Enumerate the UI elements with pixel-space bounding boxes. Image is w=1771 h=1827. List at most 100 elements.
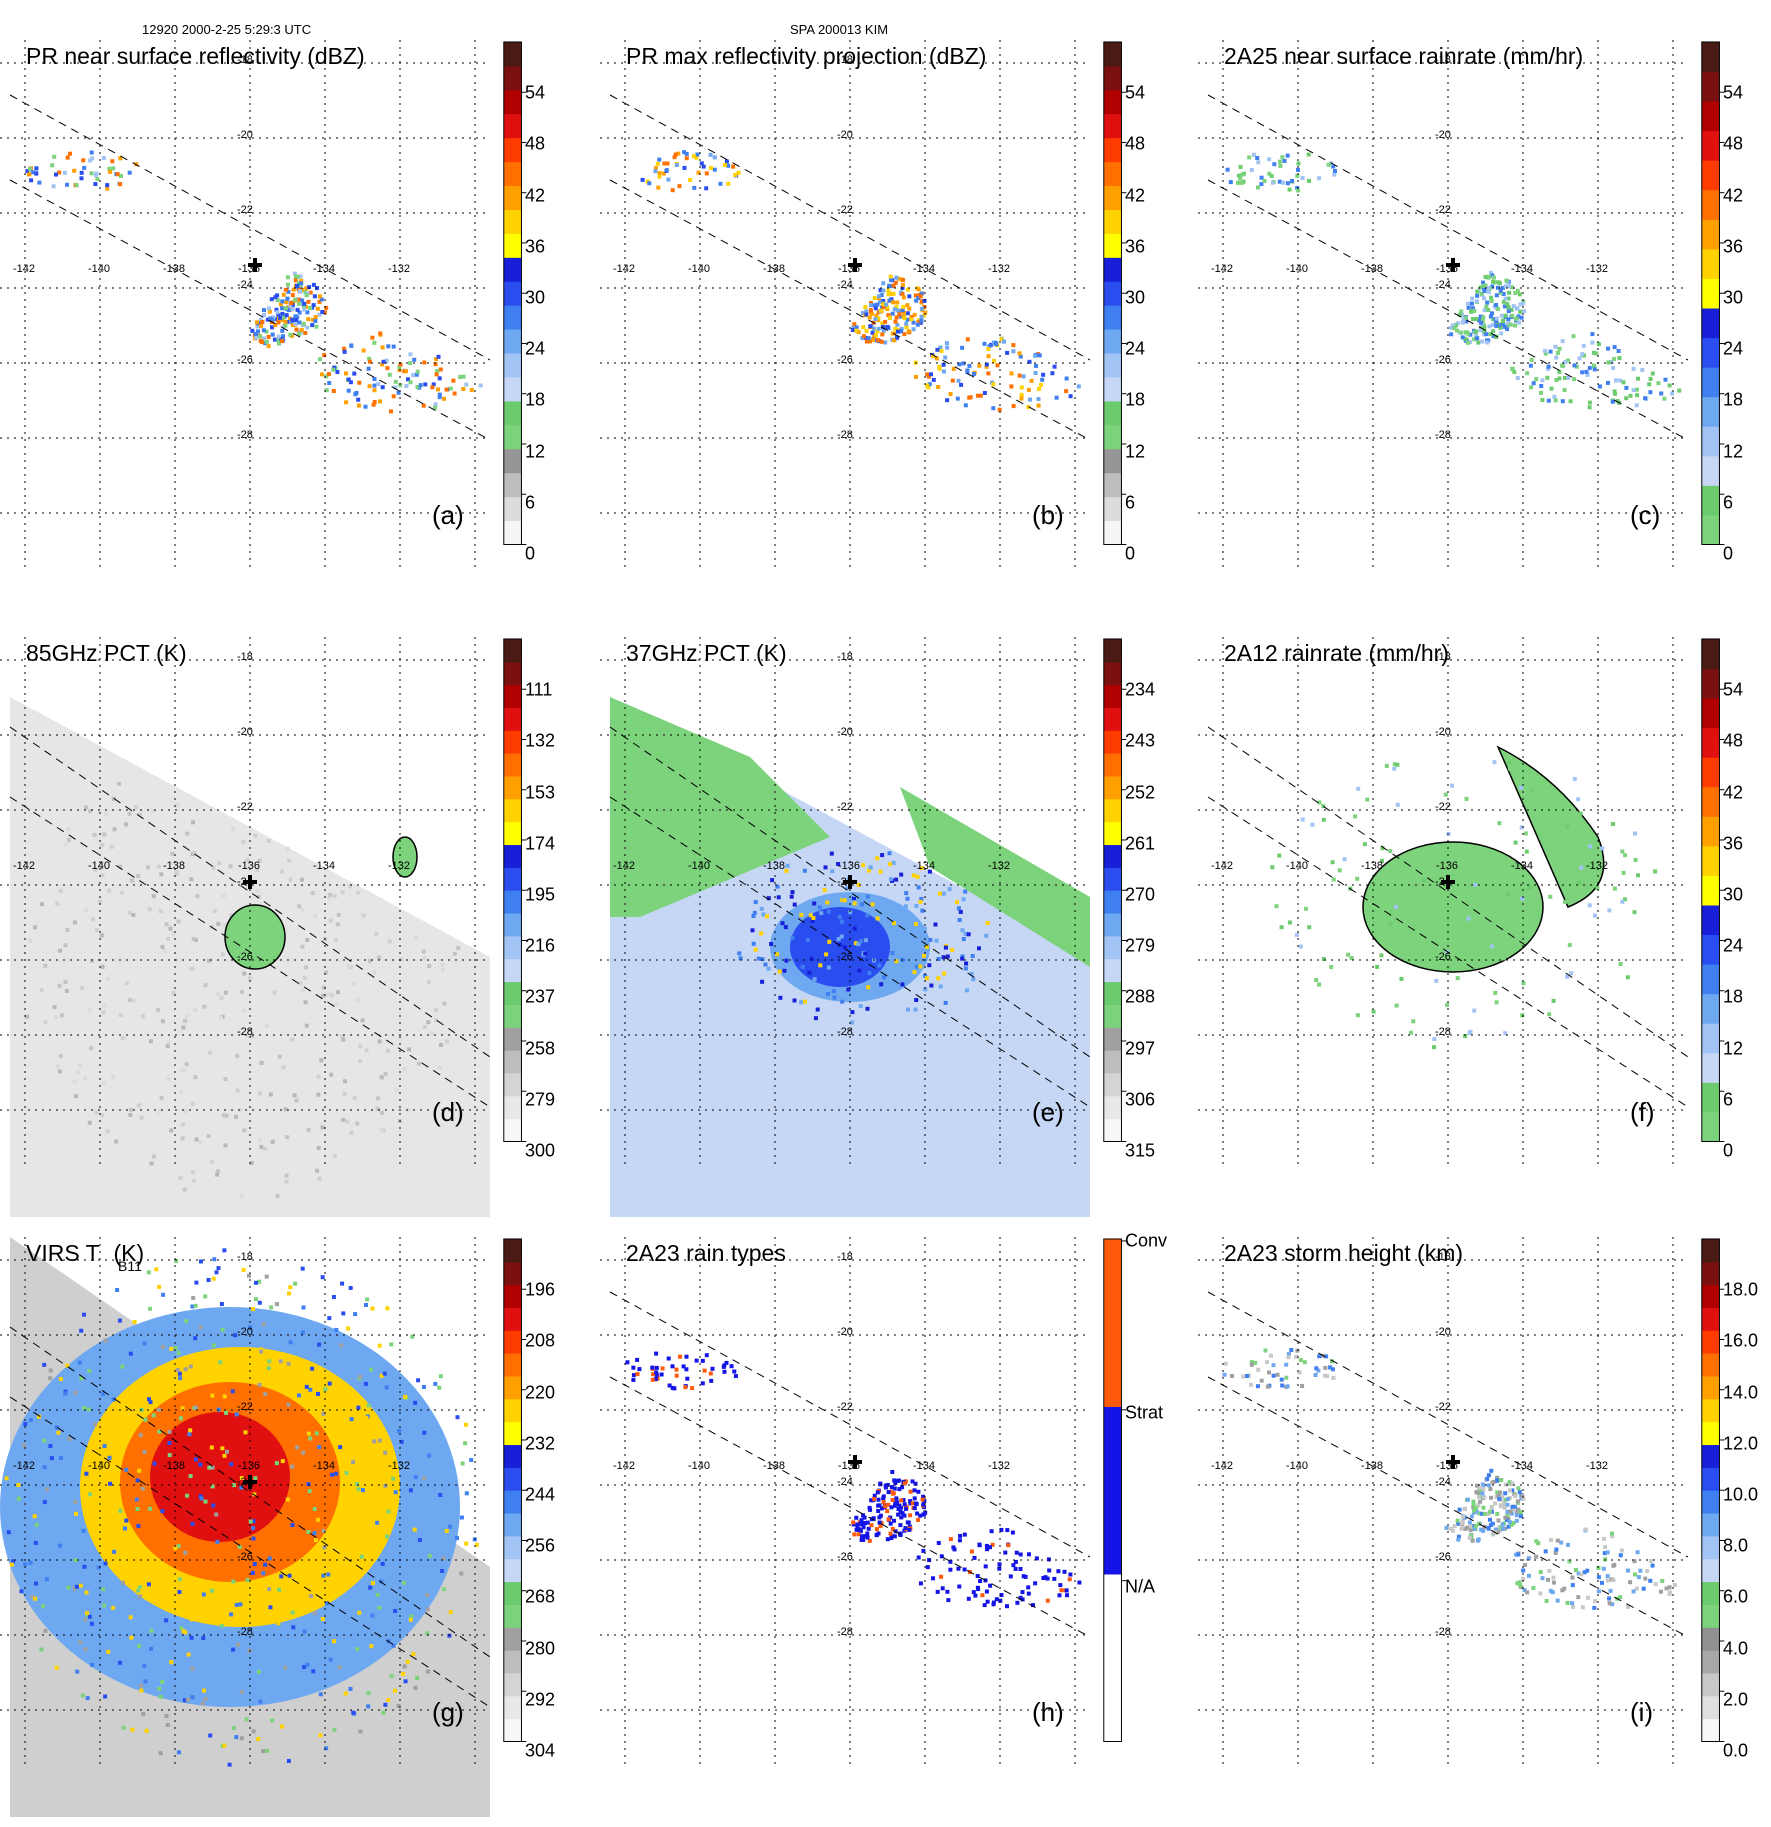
rain-pixel bbox=[285, 275, 290, 280]
rain-pixel bbox=[273, 295, 278, 300]
virs-pixel bbox=[211, 1503, 216, 1508]
rain-pixel bbox=[1506, 320, 1511, 325]
virs-pixel bbox=[152, 1461, 157, 1466]
colorbar-segment bbox=[503, 1650, 522, 1674]
pct-pixel bbox=[80, 985, 85, 990]
colorbar-tick-label: 153 bbox=[525, 782, 556, 803]
rain-pixel bbox=[1565, 358, 1570, 363]
lon-label: -136 bbox=[238, 1460, 260, 1472]
rain-pixel bbox=[297, 320, 302, 325]
pct-pixel bbox=[329, 1072, 334, 1077]
pct-pixel bbox=[383, 1072, 388, 1077]
rain-pixel bbox=[851, 1522, 856, 1527]
rain-pixel bbox=[1658, 1589, 1663, 1594]
pct-pixel bbox=[825, 900, 830, 905]
virs-pixel bbox=[332, 1639, 336, 1644]
rain-pixel bbox=[264, 339, 269, 344]
storm-center-marker bbox=[848, 258, 862, 272]
rain-pixel bbox=[883, 319, 888, 324]
rain-pixel bbox=[391, 344, 396, 349]
pct-pixel bbox=[863, 938, 868, 943]
virs-pixel bbox=[29, 1594, 34, 1599]
rain-pixel bbox=[320, 310, 325, 314]
virs-pixel bbox=[302, 1665, 307, 1670]
virs-pixel bbox=[106, 1649, 111, 1654]
rain-pixel bbox=[1631, 366, 1636, 371]
rain-pixel bbox=[692, 185, 697, 190]
virs-pixel bbox=[438, 1493, 443, 1497]
virs-pixel bbox=[158, 1751, 163, 1756]
rain-pixel bbox=[1574, 1568, 1578, 1572]
rain-pixel bbox=[1631, 388, 1636, 393]
pct-pixel bbox=[284, 1179, 289, 1184]
rain-pixel bbox=[255, 320, 259, 325]
rain-pixel bbox=[909, 315, 914, 320]
pct-pixel bbox=[178, 1176, 183, 1181]
panel-title: 2A25 near surface rainrate (mm/hr) bbox=[1224, 43, 1584, 69]
rain-pixel bbox=[908, 1513, 913, 1518]
rain-pixel bbox=[1330, 860, 1335, 865]
colorbar-segment bbox=[503, 1421, 522, 1446]
rain-pixel bbox=[1223, 1361, 1228, 1366]
virs-pixel bbox=[403, 1394, 408, 1399]
virs-pixel bbox=[4, 1476, 9, 1481]
colorbar-tick-label: 6 bbox=[1723, 492, 1734, 513]
rain-pixel bbox=[408, 352, 413, 357]
rain-pixel bbox=[315, 286, 319, 291]
rain-pixel bbox=[52, 154, 57, 159]
colorbar-tick-label: 54 bbox=[1723, 82, 1744, 103]
rain-pixel bbox=[880, 1506, 884, 1511]
rain-pixel bbox=[892, 1486, 897, 1491]
rain-pixel bbox=[1528, 363, 1533, 368]
rain-pixel bbox=[72, 168, 77, 173]
virs-pixel bbox=[253, 1476, 258, 1481]
rain-pixel bbox=[1468, 340, 1472, 344]
rain-pixel bbox=[657, 171, 662, 175]
rain-pixel bbox=[286, 308, 291, 313]
colorbar-segment bbox=[1103, 798, 1122, 823]
rain-pixel bbox=[1002, 339, 1006, 344]
rain-pixel bbox=[1488, 1517, 1492, 1522]
virs-pixel bbox=[120, 1364, 125, 1369]
rain-pixel bbox=[1495, 1511, 1500, 1516]
pct-pixel bbox=[241, 840, 246, 844]
pct-pixel bbox=[803, 999, 807, 1004]
virs-pixel bbox=[366, 1704, 371, 1709]
rain-pixel bbox=[1289, 1348, 1294, 1352]
rain-pixel bbox=[879, 339, 884, 344]
rain-pixel bbox=[1005, 350, 1010, 355]
rain-pixel bbox=[864, 312, 869, 317]
rain-pixel bbox=[631, 1377, 636, 1382]
virs-pixel bbox=[386, 1509, 391, 1514]
pct-pixel bbox=[850, 1010, 855, 1015]
pct-pixel bbox=[78, 1063, 83, 1068]
rain-pixel bbox=[1467, 1031, 1472, 1035]
rain-pixel bbox=[54, 172, 58, 177]
lat-label: -22 bbox=[837, 801, 853, 813]
pct-pixel bbox=[965, 988, 969, 993]
rain-pixel bbox=[731, 164, 736, 169]
rain-pixel bbox=[1463, 1506, 1467, 1511]
pct-pixel bbox=[918, 899, 923, 904]
rain-pixel bbox=[657, 174, 662, 179]
rain-pixel bbox=[1482, 1511, 1487, 1516]
rain-pixel bbox=[1457, 1507, 1462, 1512]
rain-pixel bbox=[1253, 1360, 1258, 1365]
colorbar-tick-label: 270 bbox=[1125, 884, 1156, 905]
virs-pixel bbox=[321, 1528, 326, 1533]
virs-pixel bbox=[259, 1349, 264, 1354]
virs-pixel bbox=[83, 1617, 88, 1622]
rain-pixel bbox=[1259, 175, 1264, 180]
pct-pixel bbox=[899, 872, 904, 877]
rain-pixel bbox=[868, 324, 873, 329]
colorbar-segment bbox=[503, 65, 522, 91]
rain-pixel bbox=[1610, 1602, 1615, 1607]
panel-label: (h) bbox=[1032, 1697, 1064, 1727]
rain-pixel bbox=[285, 296, 290, 301]
rain-pixel bbox=[909, 317, 914, 322]
pct-pixel bbox=[284, 1173, 289, 1178]
colorbar-segment bbox=[503, 684, 522, 708]
pct-pixel bbox=[264, 1024, 269, 1029]
pct-pixel bbox=[118, 1013, 123, 1018]
lon-label: -138 bbox=[163, 1460, 185, 1472]
